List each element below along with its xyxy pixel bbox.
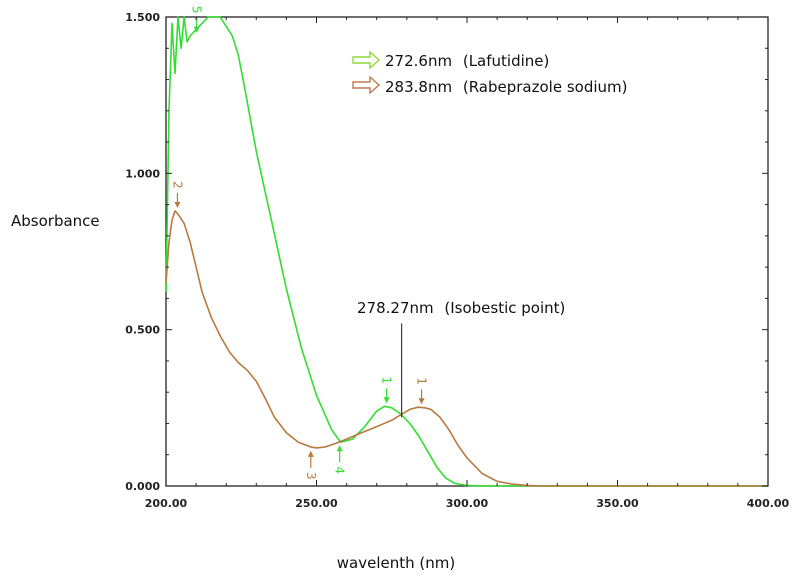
isobestic-point-label: (Isobestic point) bbox=[444, 299, 565, 317]
legend-item-lafutidine: 272.6nm (Lafutidine) bbox=[352, 50, 549, 70]
x-tick-label: 250.00 bbox=[295, 497, 338, 510]
series-layer bbox=[165, 16, 768, 487]
peak-label: 2 bbox=[170, 181, 184, 189]
series-line-rabeprazole bbox=[165, 210, 768, 487]
peak-label: 5 bbox=[190, 6, 204, 14]
y-tick-label: 0.500 bbox=[125, 324, 160, 337]
svg-text:283.8nm (Rabeprazole s: 283.8nm (Rabeprazole sodium) bbox=[385, 78, 627, 96]
y-tick-label: 1.000 bbox=[125, 167, 160, 180]
peak-label: 3 bbox=[304, 472, 318, 480]
legend-arrow-lafutidine-icon bbox=[352, 50, 381, 70]
peak-arrow-icon bbox=[336, 445, 343, 452]
peak-marker: 5 bbox=[190, 6, 204, 33]
y-axis-title: Absorbance bbox=[11, 212, 100, 230]
legend: 272.6nm (Lafutidine) 283.8nm (Rabeprazol… bbox=[352, 50, 627, 96]
x-axis-title: wavelenth (nm) bbox=[337, 554, 455, 572]
peak-label: 1 bbox=[415, 377, 429, 385]
x-axis-ticks: 200.00 250.00 300.00 350.00 400.00 bbox=[145, 17, 790, 510]
x-tick-label: 300.00 bbox=[446, 497, 489, 510]
peak-label: 1 bbox=[380, 376, 394, 384]
isobestic-annotation: 278.27nm (Isobestic point) bbox=[357, 299, 565, 418]
svg-text:272.6nm (Lafutidine): 272.6nm (Lafutidine) bbox=[385, 52, 549, 70]
legend-item-rabeprazole: 283.8nm (Rabeprazole sodium) bbox=[352, 75, 627, 96]
peaks-layer: 1 4 5 1 2 3 bbox=[170, 6, 428, 480]
x-tick-label: 200.00 bbox=[145, 497, 188, 510]
peak-marker: 1 bbox=[380, 376, 394, 404]
legend-compound-rabeprazole: (Rabeprazole sodium) bbox=[463, 78, 628, 96]
y-tick-label: 0.000 bbox=[125, 480, 160, 493]
y-axis-ticks: 0.000 0.500 1.000 1.500 bbox=[125, 11, 768, 493]
peak-marker: 2 bbox=[170, 181, 184, 208]
peak-arrow-icon bbox=[193, 26, 200, 33]
peak-marker: 3 bbox=[304, 450, 318, 480]
legend-wavelength-lafutidine: 272.6nm bbox=[385, 52, 452, 70]
isobestic-wavelength-label: 278.27nm bbox=[357, 299, 434, 317]
legend-arrow-rabeprazole-icon bbox=[352, 75, 381, 95]
peak-arrow-icon bbox=[418, 398, 425, 405]
legend-wavelength-rabeprazole: 283.8nm bbox=[385, 78, 452, 96]
x-tick-label: 350.00 bbox=[596, 497, 639, 510]
peak-marker: 4 bbox=[333, 445, 347, 474]
legend-compound-lafutidine: (Lafutidine) bbox=[463, 52, 550, 70]
peak-label: 4 bbox=[333, 466, 347, 474]
svg-text:278.27nm (Isobestic poin: 278.27nm (Isobestic point) bbox=[357, 299, 565, 317]
peak-arrow-icon bbox=[174, 201, 181, 208]
peak-arrow-icon bbox=[383, 397, 390, 404]
y-tick-label: 1.500 bbox=[125, 11, 160, 24]
series-line-lafutidine bbox=[165, 16, 768, 487]
peak-arrow-icon bbox=[307, 450, 314, 457]
x-tick-label: 400.00 bbox=[747, 497, 790, 510]
peak-marker: 1 bbox=[415, 377, 429, 405]
